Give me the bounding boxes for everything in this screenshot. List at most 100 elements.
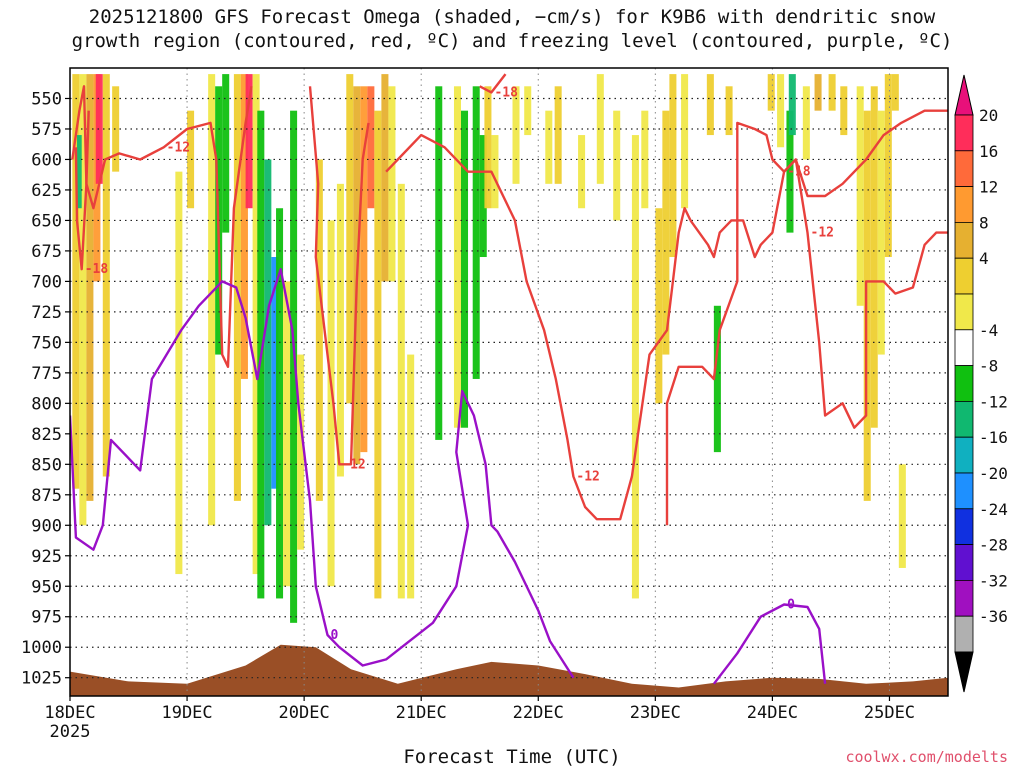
omega-band (828, 74, 836, 111)
y-tick-label: 975 (31, 608, 62, 628)
omega-band (327, 220, 335, 587)
plot-frame (69, 67, 949, 697)
y-tick-label: 700 (31, 272, 62, 292)
y-axis: 550 575 600 625 650 675 700 725 750 775 800 825 850 8… (21, 89, 70, 689)
y-tick-label: 775 (31, 364, 62, 384)
omega-band (596, 74, 604, 184)
x-tick-label: 19DEC (161, 703, 212, 723)
x-tick-label: 25DEC (864, 703, 915, 723)
omega-band (484, 86, 492, 209)
y-tick-label: 825 (31, 425, 62, 445)
x-tick-year: 2025 (50, 722, 91, 742)
colorbar-swatch (954, 293, 974, 331)
omega-band (336, 183, 344, 477)
colorbar-swatch (954, 221, 974, 259)
colorbar: 20 16 12 8 4 -4 -8 -12 -16 -20 -24 -28 -32 -36 (954, 74, 1008, 693)
colorbar-swatch (954, 508, 974, 545)
omega-band (367, 86, 375, 209)
colorbar-swatch (954, 472, 974, 510)
y-tick-label: 600 (31, 150, 62, 170)
omega-band (613, 110, 621, 221)
colorbar-swatch (954, 186, 974, 223)
omega-band (631, 135, 639, 599)
omega-band (315, 159, 323, 501)
x-tick-label: 21DEC (396, 703, 447, 723)
contour-label: -18 (787, 165, 811, 180)
omega-band (814, 74, 822, 111)
omega-band (297, 354, 305, 550)
omega-band (264, 159, 272, 526)
colorbar-swatch (954, 615, 974, 653)
colorbar-label: 16 (979, 142, 998, 161)
omega-band (245, 74, 253, 209)
grid (70, 68, 948, 696)
omega-band (346, 74, 354, 404)
x-tick-label: 22DEC (513, 703, 564, 723)
colorbar-label: -36 (979, 607, 1008, 626)
colorbar-swatch (954, 150, 974, 188)
omega-band (802, 86, 810, 160)
omega-band (472, 86, 480, 379)
contour-label: -12 (167, 140, 190, 155)
colorbar-swatch (954, 544, 974, 581)
y-tick-label: 925 (31, 547, 62, 567)
y-tick-label: 675 (31, 242, 62, 262)
omega-band (840, 86, 848, 136)
omega-band (79, 74, 87, 526)
contour-line (70, 268, 575, 679)
omega-band (240, 74, 248, 379)
omega-band (641, 110, 649, 209)
omega-band (407, 354, 415, 599)
colorbar-label: -20 (979, 464, 1008, 483)
colorbar-label: -4 (979, 321, 998, 340)
omega-band (706, 74, 714, 136)
colorbar-swatch (954, 580, 974, 617)
contour-label: -18 (494, 85, 518, 100)
terrain-surface (70, 644, 948, 696)
omega-band (208, 74, 216, 526)
omega-band (788, 74, 796, 136)
contour-label: -12 (576, 470, 599, 485)
omega-band (187, 110, 195, 209)
terrain (70, 644, 948, 696)
colorbar-label: -12 (979, 392, 1008, 411)
y-tick-label: 800 (31, 394, 62, 414)
y-tick-label: 650 (31, 211, 62, 231)
contour-label: 0 (331, 628, 339, 643)
omega-band (681, 74, 689, 209)
colorbar-label: -28 (979, 536, 1008, 555)
omega-band (374, 110, 382, 599)
colorbar-swatch (954, 400, 974, 438)
omega-band (252, 74, 260, 575)
omega-band (786, 110, 794, 233)
omega-band (662, 110, 670, 355)
omega-band (360, 86, 368, 453)
colorbar-swatch (954, 114, 974, 152)
x-tick-label: 20DEC (279, 703, 330, 723)
omega-band (453, 86, 462, 428)
chart-title-line-2: growth region (contoured, red, ºC) and f… (71, 30, 953, 52)
y-tick-label: 950 (31, 577, 62, 597)
x-tick-label: 24DEC (747, 703, 798, 723)
contour-line (71, 85, 253, 368)
contour-label: -12 (811, 226, 834, 241)
omega-band (884, 74, 892, 258)
omega-band (725, 86, 733, 136)
omega-band (283, 281, 291, 587)
omega-band (175, 171, 183, 575)
contour-label: -12 (342, 457, 365, 472)
omega-band (891, 74, 899, 111)
colorbar-label: 8 (979, 213, 989, 232)
omega-band (877, 110, 885, 355)
colorbar-label: -32 (979, 571, 1008, 590)
y-tick-label: 1025 (21, 669, 62, 689)
x-tick-label: 18DEC (44, 703, 95, 723)
y-tick-label: 850 (31, 455, 62, 475)
contour-line (385, 133, 692, 521)
contour-label: 0 (787, 598, 795, 613)
contour-line (689, 109, 948, 259)
contour-line (308, 86, 370, 466)
omega-band (545, 110, 553, 184)
colorbar-swatch (954, 257, 974, 295)
